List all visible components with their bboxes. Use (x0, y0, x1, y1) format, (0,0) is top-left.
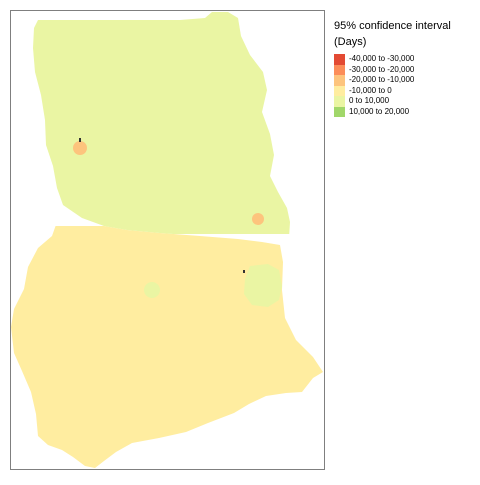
legend-swatch (334, 64, 345, 75)
legend-items: -40,000 to -30,000 -30,000 to -20,000 -20,… (334, 54, 474, 117)
north-region (33, 12, 290, 234)
north-dark-mark (79, 138, 81, 142)
legend-label: 0 to 10,000 (349, 96, 390, 106)
legend-label: 10,000 to 20,000 (349, 106, 410, 116)
legend-item: -30,000 to -20,000 (334, 64, 474, 75)
legend-subtitle: (Days) (334, 36, 367, 48)
legend-item: 0 to 10,000 (334, 96, 474, 107)
central-positive-patch (144, 282, 160, 298)
legend-label: -30,000 to -20,000 (349, 64, 415, 74)
legend-item: -20,000 to -10,000 (334, 75, 474, 86)
legend-item: -10,000 to 0 (334, 85, 474, 96)
east-positive-patch (244, 264, 282, 307)
legend-swatch (334, 106, 345, 117)
east-orange-spot (252, 213, 264, 225)
legend-label: -10,000 to 0 (349, 85, 392, 95)
legend-item: 10,000 to 20,000 (334, 106, 474, 117)
legend-item: -40,000 to -30,000 (334, 54, 474, 65)
south-region (11, 226, 323, 468)
map-frame (10, 10, 325, 470)
legend-label: -20,000 to -10,000 (349, 75, 415, 85)
legend: 95% confidence interval (Days) -40,000 t… (334, 18, 474, 117)
legend-swatch (334, 96, 345, 107)
legend-swatch (334, 54, 345, 65)
east-dark-mark (243, 270, 245, 273)
legend-label: -40,000 to -30,000 (349, 54, 415, 64)
legend-title: 95% confidence interval (334, 20, 451, 32)
legend-swatch (334, 85, 345, 96)
northwest-orange-spot (73, 141, 87, 155)
legend-swatch (334, 75, 345, 86)
